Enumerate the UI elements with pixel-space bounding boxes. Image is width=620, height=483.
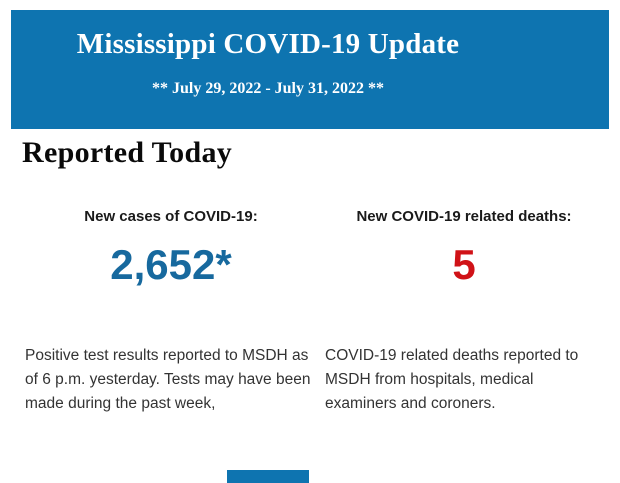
new-deaths-value: 5 xyxy=(452,241,476,288)
stat-new-cases: New cases of COVID-19: 2,652* Positive t… xyxy=(25,207,317,416)
stats-row: New cases of COVID-19: 2,652* Positive t… xyxy=(25,207,603,416)
section-title: Reported Today xyxy=(22,136,233,169)
date-range: ** July 29, 2022 - July 31, 2022 ** xyxy=(151,80,384,97)
new-cases-description: Positive test results reported to MSDH a… xyxy=(25,347,311,412)
page-title: Mississippi COVID-19 Update xyxy=(76,28,460,60)
new-deaths-label: New COVID-19 related deaths: xyxy=(356,208,572,225)
header-banner: Mississippi COVID-19 Update ** July 29, … xyxy=(11,10,609,129)
new-cases-label: New cases of COVID-19: xyxy=(84,208,258,225)
header-text-block: Mississippi COVID-19 Update ** July 29, … xyxy=(11,10,525,100)
new-cases-value: 2,652* xyxy=(110,241,232,288)
new-deaths-description: COVID-19 related deaths reported to MSDH… xyxy=(325,347,579,412)
stat-new-deaths: New COVID-19 related deaths: 5 COVID-19 … xyxy=(325,207,603,416)
partial-button-sliver[interactable] xyxy=(227,470,309,483)
